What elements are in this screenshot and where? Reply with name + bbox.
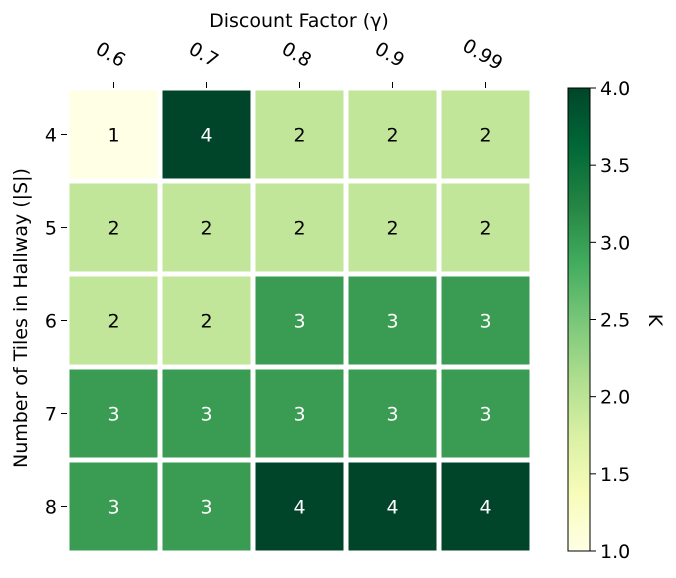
- cell-value-label: 4: [200, 125, 212, 147]
- heatmap-cell: [162, 90, 251, 179]
- y-axis-label: Number of Tiles in Hallway (|S|): [10, 168, 32, 468]
- cell-value-label: 3: [107, 497, 119, 519]
- heatmap-cell: [441, 183, 530, 272]
- colorbar-label: K: [644, 314, 666, 327]
- colorbar-tick-label: 1.0: [600, 541, 630, 563]
- cell-value-label: 2: [386, 125, 398, 147]
- colorbar-tick-label: 4.0: [600, 78, 630, 100]
- colorbar: [567, 87, 591, 552]
- cell-value-label: 2: [107, 311, 119, 333]
- heatmap-cell: [162, 369, 251, 458]
- y-tick-label: 4: [45, 125, 57, 147]
- cell-value-label: 2: [386, 218, 398, 240]
- cell-value-label: 2: [293, 125, 305, 147]
- heatmap-cell: [441, 276, 530, 365]
- heatmap-cell: [162, 276, 251, 365]
- heatmap-cell: [255, 369, 344, 458]
- heatmap-cell: [255, 462, 344, 551]
- cell-value-label: 3: [479, 311, 491, 333]
- colorbar-tick-label: 2.5: [600, 310, 630, 332]
- cell-value-label: 2: [479, 125, 491, 147]
- heatmap-cell: [441, 90, 530, 179]
- cell-value-label: 2: [200, 311, 212, 333]
- heatmap-cell: [69, 369, 158, 458]
- heatmap-cell: [348, 369, 437, 458]
- cell-value-label: 3: [107, 404, 119, 426]
- cell-value-label: 3: [293, 311, 305, 333]
- heatmap-cell: [255, 90, 344, 179]
- cell-value-label: 4: [479, 497, 491, 519]
- x-tick-label: 0.6: [92, 38, 129, 72]
- x-axis-ticks: 0.6 0.7 0.8 0.9 0.99: [92, 35, 506, 88]
- heatmap-cell: [162, 462, 251, 551]
- cell-value-label: 4: [293, 497, 305, 519]
- heatmap-cell: [162, 183, 251, 272]
- colorbar-ticks: 1.0 1.5 2.0 2.5 3.0 3.5 4.0: [590, 78, 630, 563]
- heatmap-cell: [441, 369, 530, 458]
- y-tick-label: 7: [45, 404, 57, 426]
- heatmap-cell: [348, 276, 437, 365]
- cell-value-label: 2: [479, 218, 491, 240]
- cell-value-label: 3: [200, 497, 212, 519]
- heatmap-cell: [255, 276, 344, 365]
- heatmap-cell: [441, 462, 530, 551]
- heatmap-cells: 1 4 2 2 2 2 2 2 2 2 2 2 3 3 3 3 3 3 3 3 3 3 4 4 4: [69, 90, 530, 551]
- cell-value-label: 2: [200, 218, 212, 240]
- cell-value-label: 4: [386, 497, 398, 519]
- cell-value-label: 1: [107, 125, 119, 147]
- heatmap-cell: [69, 276, 158, 365]
- colorbar-tick-label: 1.5: [600, 464, 630, 486]
- heatmap-cell: [255, 183, 344, 272]
- colorbar-tick-label: 3.0: [600, 232, 630, 254]
- cell-value-label: 3: [200, 404, 212, 426]
- y-axis-ticks: 4 5 6 7 8: [45, 125, 67, 519]
- y-tick-label: 6: [45, 311, 57, 333]
- y-tick-label: 8: [45, 497, 57, 519]
- x-tick-label: 0.99: [459, 35, 507, 75]
- heatmap-cell: [69, 183, 158, 272]
- cell-value-label: 3: [293, 404, 305, 426]
- cell-value-label: 3: [386, 404, 398, 426]
- heatmap-cell: [348, 462, 437, 551]
- colorbar-tick-label: 2.0: [600, 387, 630, 409]
- heatmap-cell: [348, 183, 437, 272]
- cell-value-label: 3: [386, 311, 398, 333]
- x-tick-label: 0.8: [278, 38, 315, 72]
- x-axis-label: Discount Factor (γ): [209, 10, 389, 32]
- cell-value-label: 3: [479, 404, 491, 426]
- heatmap-cell: [69, 462, 158, 551]
- colorbar-tick-label: 3.5: [600, 155, 630, 177]
- cell-value-label: 2: [107, 218, 119, 240]
- heatmap-cell: [69, 90, 158, 179]
- heatmap-cell: [348, 90, 437, 179]
- cell-value-label: 2: [293, 218, 305, 240]
- x-tick-label: 0.7: [185, 38, 222, 72]
- y-tick-label: 5: [45, 218, 57, 240]
- x-tick-label: 0.9: [371, 38, 408, 72]
